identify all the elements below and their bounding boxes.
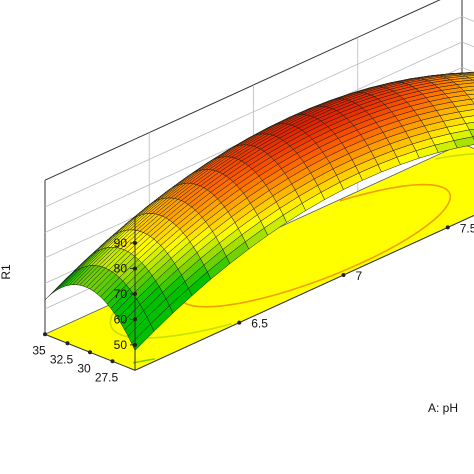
- x-tick-dot: [237, 320, 242, 325]
- x-tick-dot: [341, 273, 346, 278]
- response-surface: [44, 72, 474, 351]
- y-tick-label: 35: [32, 343, 46, 357]
- y-tick-dot: [43, 332, 47, 337]
- z-tick-dot: [133, 266, 137, 271]
- y-tick-dot: [110, 359, 115, 364]
- z-tick-dot: [133, 291, 137, 296]
- z-tick-label: 80: [114, 261, 128, 275]
- x-tick-label: 7.5: [460, 221, 474, 235]
- y-tick-dot: [88, 350, 92, 355]
- z-tick-label: 70: [114, 287, 128, 301]
- box-edge: [462, 0, 474, 26]
- z-tick-dot: [133, 317, 137, 322]
- y-tick-dot: [65, 341, 70, 346]
- z-tick-dot: [133, 342, 137, 347]
- surface-cell: [131, 323, 155, 351]
- y-tick-label: 32.5: [50, 352, 74, 366]
- x-tick-label: 6.5: [251, 317, 268, 331]
- x-tick-dot: [445, 225, 450, 230]
- z-axis-label: R1: [0, 264, 13, 280]
- wall-gridline: [461, 16, 474, 22]
- z-tick-label: 90: [114, 236, 128, 250]
- z-tick-label: 60: [114, 312, 128, 326]
- z-tick-dot: [133, 241, 137, 245]
- z-tick-label: 50: [114, 338, 128, 352]
- x-tick-label: 7: [356, 269, 363, 283]
- x-axis-label: A: pH: [428, 401, 458, 415]
- y-tick-label: 30: [77, 361, 91, 375]
- y-tick-label: 27.5: [95, 370, 119, 384]
